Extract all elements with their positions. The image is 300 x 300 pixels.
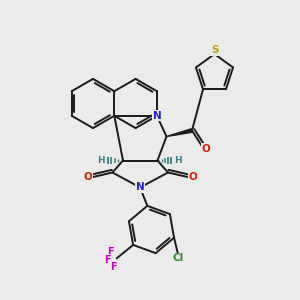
Text: N: N bbox=[136, 182, 145, 193]
Text: S: S bbox=[211, 45, 218, 56]
Text: O: O bbox=[201, 143, 210, 154]
Polygon shape bbox=[167, 129, 192, 136]
Text: N: N bbox=[152, 111, 161, 121]
Text: H: H bbox=[174, 156, 182, 165]
Text: O: O bbox=[83, 172, 92, 182]
Text: Cl: Cl bbox=[172, 253, 183, 263]
Text: F: F bbox=[104, 255, 110, 265]
Text: H: H bbox=[97, 156, 105, 165]
Text: O: O bbox=[188, 172, 197, 182]
Text: F: F bbox=[110, 262, 116, 272]
Text: F: F bbox=[107, 247, 113, 257]
